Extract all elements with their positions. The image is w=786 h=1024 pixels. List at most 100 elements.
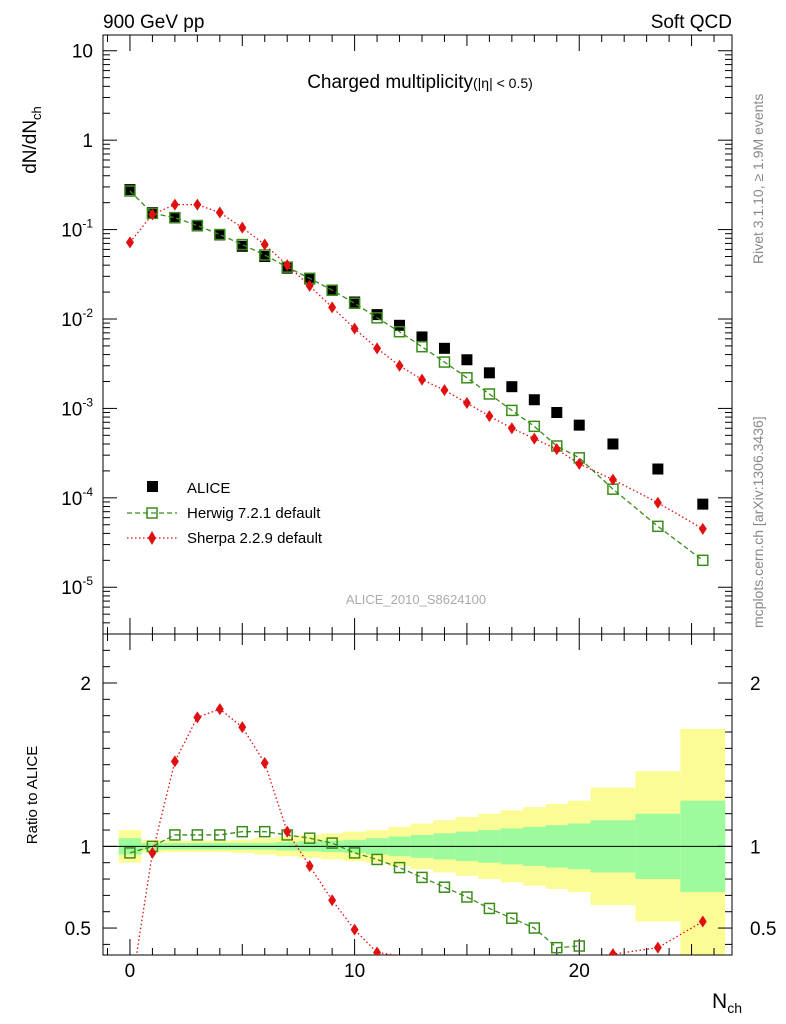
ratio-herwig-point [348,847,361,859]
herwig-data-point [371,312,383,324]
alice-data-point [652,463,664,475]
ratio-ytick-label: 1 [80,837,91,858]
ratio-herwig-point [393,861,406,874]
ratio-herwig-point [461,891,473,903]
main-ytick-label-base: 10 [61,489,82,510]
header-right-label: Soft QCD [651,12,732,33]
ratio-herwig-point [124,847,136,859]
herwig-data-point [326,284,338,296]
legend-marker-sherpa [148,531,156,545]
sherpa-data-point [283,259,292,272]
ratio-sherpa-point [350,923,359,936]
herwig-data-point [528,420,541,433]
alice-data-point [573,419,585,431]
main-ytick-label: 10-5 [61,574,93,599]
main-ylabel-sub: ch [29,106,44,120]
ratio-herwig-point [528,922,541,934]
sherpa-data-point [193,198,202,211]
ratio-xtick-label: 0 [125,961,136,982]
ratio-herwig-point [191,829,204,841]
alice-data-point [214,229,226,241]
herwig-line [129,190,704,561]
sherpa-data-point [653,496,662,509]
ratio-sherpa-point [260,757,269,770]
alice-data-point [461,354,473,366]
ratio-sherpa-point [608,948,617,955]
ratio-ylabel: Ratio to ALICE [24,746,41,844]
herwig-data-point [393,326,406,338]
ratio-sherpa-point [193,711,202,724]
ratio-sherpa-point [148,846,157,859]
main-ylabel-text: dN/dN [20,120,41,174]
ratio-sherpa-point [283,825,292,838]
legend-label-alice: ALICE [187,480,230,497]
ratio-herwig-point [573,940,585,952]
ratio-herwig-point [438,881,451,893]
alice-data-point [169,212,181,224]
ratio-sherpa-point [373,946,382,955]
herwig-data-point [461,372,473,384]
ratio-herwig-point [258,825,271,838]
herwig-data-point [191,219,204,232]
ratio-xtick-label: 20 [569,961,590,982]
ratio-uncertainty-bands [118,728,726,955]
main-ytick-label: 10-4 [61,485,93,510]
sherpa-data-point [215,206,224,219]
ratio-ytick-label-right: 2 [750,674,761,695]
alice-data-point [483,367,495,379]
main-data-layer [124,184,709,567]
herwig-data-point [236,238,249,251]
legend-label-herwig: Herwig 7.2.1 default [187,505,321,522]
main-ytick-label-base: 10 [61,578,82,599]
alice-data-point [438,342,450,354]
sherpa-data-point [698,522,707,535]
ratio-sherpa-point [215,703,224,716]
main-ytick-label: 10-1 [61,217,93,242]
ratio-ytick-label: 0.5 [65,919,91,940]
herwig-data-point [697,554,709,567]
sherpa-data-point [575,457,584,470]
alice-data-point [551,407,563,419]
alice-data-point [349,296,361,308]
alice-data-point [416,331,428,343]
sherpa-data-point [507,422,516,435]
main-ytick-label-base: 10 [61,399,82,420]
main-ytick-label-base: 1 [82,131,93,152]
sherpa-data-point [608,473,617,486]
ratio-herwig-point [326,837,338,849]
ratio-panel: Ratio to ALICE Nch 0.5 0.51 12 20 10 20 [24,633,776,1016]
ratio-herwig-line [129,831,580,949]
ratio-ytick-label-right: 1 [750,837,761,858]
ratio-xlabel-text: N [712,990,727,1013]
ratio-sherpa-point [698,915,707,928]
herwig-data-point [506,404,518,417]
herwig-data-point [214,228,226,241]
alice-data-point [394,319,406,331]
ratio-herwig-point [551,941,563,954]
main-ylabel: dN/dNch [20,106,44,174]
main-ytick-label-exp: -4 [82,485,93,499]
alice-data-point [607,438,619,450]
sherpa-data-point [170,198,179,211]
sherpa-data-point [260,238,269,251]
ratio-herwig-point [169,829,181,841]
ratio-herwig-point [483,902,496,915]
main-plot-title: Charged multiplicity(|η| < 0.5) [307,72,533,93]
sherpa-data-point [305,279,314,292]
alice-data-point [697,498,709,510]
sherpa-data-point [373,342,382,355]
ratio-sherpa-point [135,954,136,955]
herwig-data-point [124,185,136,197]
alice-data-point [528,394,540,406]
herwig-data-point [169,211,181,224]
ratio-ytick-label-right: 0.5 [750,919,776,940]
main-ytick-label: 10-3 [61,395,93,420]
alice-data-point [259,250,271,262]
side-label-bottom: mcplots.cern.ch [arXiv:1306.3436] [750,416,766,628]
sherpa-data-point [530,432,539,445]
side-label-top: Rivet 3.1.10, ≥ 1.9M events [750,94,766,264]
legend: ALICE Herwig 7.2.1 default Sherpa 2.2.9 … [127,480,323,547]
herwig-data-point [652,520,664,533]
